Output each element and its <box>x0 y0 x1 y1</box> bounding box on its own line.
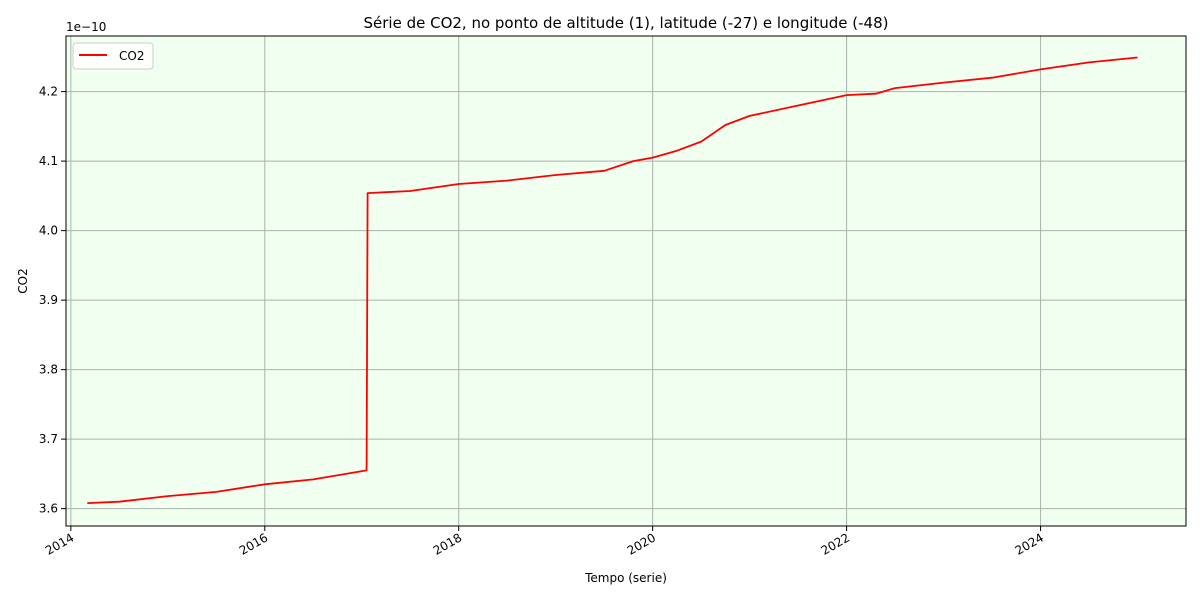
y-tick-label: 4.1 <box>39 154 58 168</box>
legend-label: CO2 <box>119 49 144 63</box>
x-tick-label: 2016 <box>237 530 270 557</box>
y-tick-label: 3.7 <box>39 432 58 446</box>
plot-background <box>66 36 1186 526</box>
legend: CO2 <box>72 42 154 70</box>
y-tick-label: 3.8 <box>39 363 58 377</box>
x-tick-label: 2024 <box>1013 530 1046 557</box>
x-tick-label: 2014 <box>43 530 76 557</box>
y-scale-offset-label: 1e−10 <box>66 20 106 34</box>
series-line-co2 <box>87 56 1138 504</box>
plot-frame <box>65 35 1187 527</box>
x-tick-label: 2020 <box>625 530 658 557</box>
y-axis-label: CO2 <box>16 268 30 293</box>
y-axis: 3.6 3.7 3.8 3.9 4.0 4.1 4.2 <box>39 85 66 516</box>
x-tick-label: 2018 <box>431 530 464 557</box>
y-tick-label: 4.0 <box>39 224 58 238</box>
legend-box <box>72 42 154 70</box>
x-axis: 2014 2016 2018 2020 2022 2024 <box>43 526 1046 558</box>
y-tick-label: 3.9 <box>39 293 58 307</box>
series-layer <box>87 56 1138 504</box>
chart-title: Série de CO2, no ponto de altitude (1), … <box>364 14 889 32</box>
x-tick-label: 2022 <box>819 530 852 557</box>
grid <box>66 36 1186 526</box>
y-tick-label: 3.6 <box>39 502 58 516</box>
x-axis-label: Tempo (serie) <box>584 571 667 585</box>
y-tick-label: 4.2 <box>39 85 58 99</box>
